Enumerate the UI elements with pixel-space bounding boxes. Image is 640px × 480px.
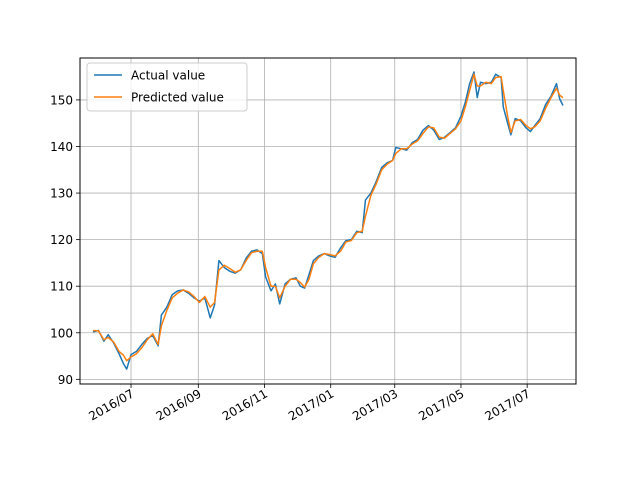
actual-value-line	[92, 71, 564, 370]
legend-label-predicted: Predicted value	[131, 91, 224, 105]
predicted-value-line	[92, 73, 564, 362]
legend: Actual value Predicted value	[86, 62, 248, 112]
legend-label-actual: Actual value	[131, 69, 205, 83]
plot-area-frame	[79, 57, 577, 385]
y-tick-label: 120	[50, 233, 73, 247]
y-tick-label: 100	[50, 326, 73, 340]
y-tick-label: 140	[50, 140, 73, 154]
y-tick-label: 130	[50, 187, 73, 201]
y-tick-label: 150	[50, 93, 73, 107]
legend-box	[86, 62, 248, 112]
series-lines	[92, 71, 564, 370]
y-tick-label: 110	[50, 280, 73, 294]
y-tick-label: 90	[58, 373, 73, 387]
grid-lines	[80, 58, 576, 384]
y-axis-ticks: 90 100 110 120 130 140 150	[50, 93, 80, 387]
